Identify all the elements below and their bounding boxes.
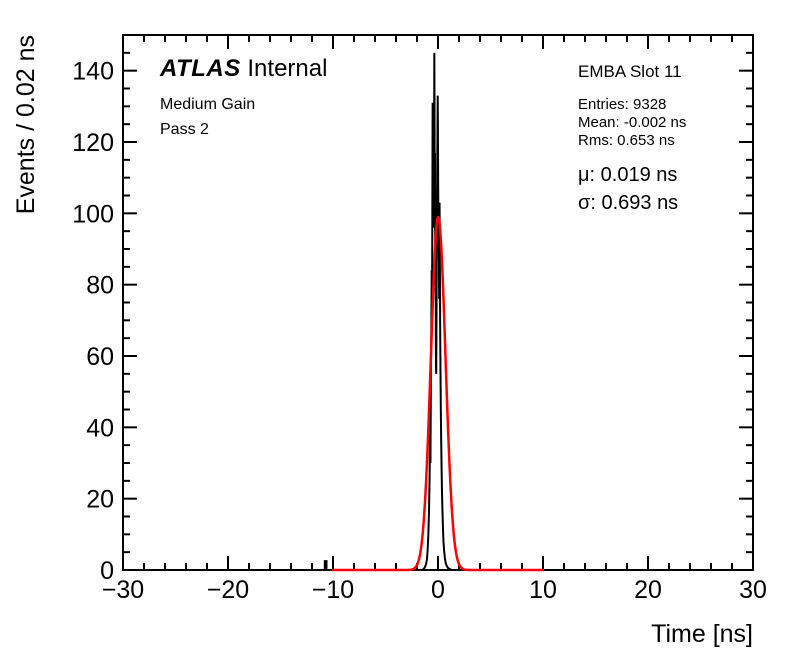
axis-tick-labels: −30 −20 −10 0 10 20 30 0 20 40 60 80 100 120 140 [72,58,767,604]
svg-text:120: 120 [72,129,114,157]
y-axis-title: Events / 0.02 ns [12,35,40,215]
svg-text:−30: −30 [102,576,144,604]
x-axis-title: Time [ns] [651,620,753,648]
svg-text:−10: −10 [312,576,354,604]
svg-text:60: 60 [86,343,114,371]
gain-label: Medium Gain [160,96,256,113]
atlas-word: ATLAS [160,55,241,82]
svg-text:0: 0 [431,576,445,604]
svg-text:20: 20 [634,576,662,604]
atlas-internal-word: Internal [240,55,328,82]
svg-text:100: 100 [72,200,114,228]
svg-text:30: 30 [739,576,767,604]
pass-label: Pass 2 [160,121,209,138]
axis-ticks [122,34,754,571]
atlas-label: ATLAS Internal [160,55,327,83]
fit-mu-stat: μ: 0.019 ns [578,164,678,186]
data-histogram [323,52,453,571]
svg-text:80: 80 [86,272,114,300]
svg-text:140: 140 [72,58,114,86]
svg-text:0: 0 [100,557,114,585]
entries-stat: Entries: 9328 [578,96,667,113]
svg-text:20: 20 [86,486,114,514]
gaussian-fit-curve [331,215,545,572]
svg-text:40: 40 [86,414,114,442]
rms-stat: Rms: 0.653 ns [578,132,675,149]
mean-stat: Mean: -0.002 ns [578,114,687,131]
svg-text:10: 10 [529,576,557,604]
svg-text:−20: −20 [207,576,249,604]
fit-sigma-stat: σ: 0.693 ns [578,192,679,214]
slot-label: EMBA Slot 11 [578,62,682,81]
